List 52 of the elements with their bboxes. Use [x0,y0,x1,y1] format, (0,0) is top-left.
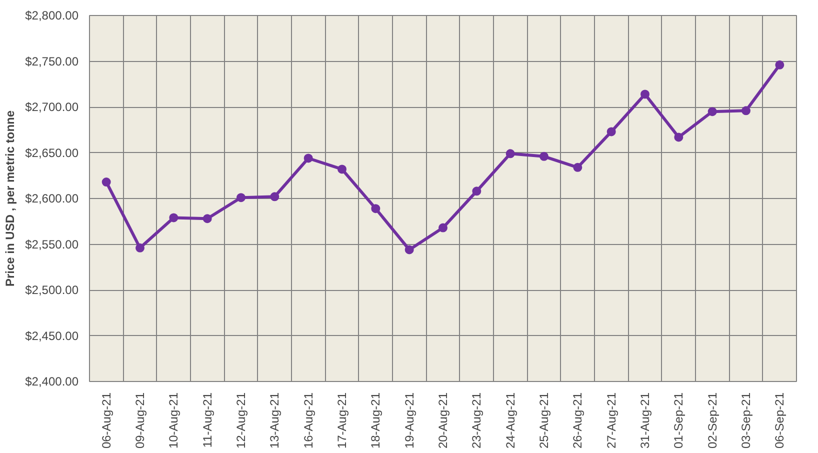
y-axis-title: Price in USD , per metric tonne [3,110,18,287]
x-tick-label: 18-Aug-21 [368,392,383,449]
point [606,127,616,136]
point [270,192,280,202]
point [404,245,414,254]
point [640,90,650,99]
x-tick-label: 17-Aug-21 [335,392,349,449]
x-tick-label: 27-Aug-21 [604,392,618,449]
point [371,204,380,214]
point [775,60,784,70]
point [438,223,448,232]
x-tick-label: 10-Aug-21 [166,392,181,449]
x-tick-label: 16-Aug-21 [301,392,316,449]
y-tick-label: $2,550.00 [25,237,79,252]
x-tick-label: 24-Aug-21 [503,392,518,449]
point [169,213,178,222]
x-tick-label: 20-Aug-21 [436,392,450,449]
y-tick-label: $2,500.00 [25,283,79,297]
y-tick-label: $2,400.00 [25,374,79,388]
point [102,178,111,187]
point [136,243,144,252]
x-tick-label: 03-Sep-21 [739,392,753,449]
x-tick-label: 09-Aug-21 [133,392,147,449]
point [338,164,346,174]
point [742,106,750,116]
y-tick-label: $2,650.00 [25,146,79,160]
x-tick-label: 25-Aug-21 [537,392,551,449]
x-tick-label: 19-Aug-21 [402,392,416,449]
point [674,132,684,142]
point [540,152,548,161]
x-tick-label: 06-Sep-21 [772,392,787,449]
x-tick-label: 02-Sep-21 [705,392,720,449]
x-tick-label: 23-Aug-21 [470,392,484,449]
point [304,154,313,163]
x-tick-label: 12-Aug-21 [234,392,248,449]
y-tick-label: $2,700.00 [25,100,79,114]
y-tick-label: $2,450.00 [25,328,79,343]
x-tick-label: 01-Sep-21 [672,392,686,449]
x-tick-label: 11-Aug-21 [200,392,214,448]
y-tick-label: $2,750.00 [25,54,79,68]
y-tick-label: $2,600.00 [25,192,79,206]
x-tick-label: 26-Aug-21 [570,392,585,449]
point [472,186,482,196]
x-tick-label: 13-Aug-21 [268,392,282,449]
point [708,107,717,116]
y-tick-label: $2,800.00 [25,8,79,22]
point [506,149,515,158]
x-tick-label: 31-Aug-21 [638,392,652,449]
point [236,193,246,202]
point [202,214,212,224]
x-tick-label: 06-Aug-21 [99,392,114,449]
point [573,162,582,172]
